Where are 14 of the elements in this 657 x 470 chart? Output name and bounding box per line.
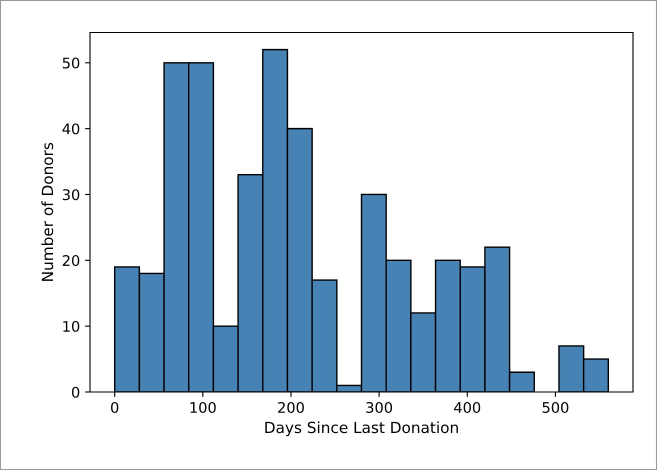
x-axis-title: Days Since Last Donation — [265, 421, 458, 436]
y-tick-label: 10 — [63, 320, 80, 332]
x-tick-label: 100 — [190, 402, 216, 414]
y-tick-label: 40 — [62, 123, 80, 134]
y-tick-label: 20 — [62, 255, 80, 266]
y-tick-label: 30 — [62, 189, 80, 200]
x-tick-label: 0 — [111, 402, 118, 414]
y-axis-title: Number of Donors — [41, 142, 54, 281]
x-tick-label: 200 — [278, 402, 304, 414]
x-tick-label: 500 — [542, 402, 568, 414]
x-tick-label: 300 — [366, 402, 392, 414]
y-tick-label: 50 — [62, 58, 80, 69]
y-tick-label: 0 — [72, 386, 80, 398]
x-tick-label: 400 — [454, 402, 480, 414]
